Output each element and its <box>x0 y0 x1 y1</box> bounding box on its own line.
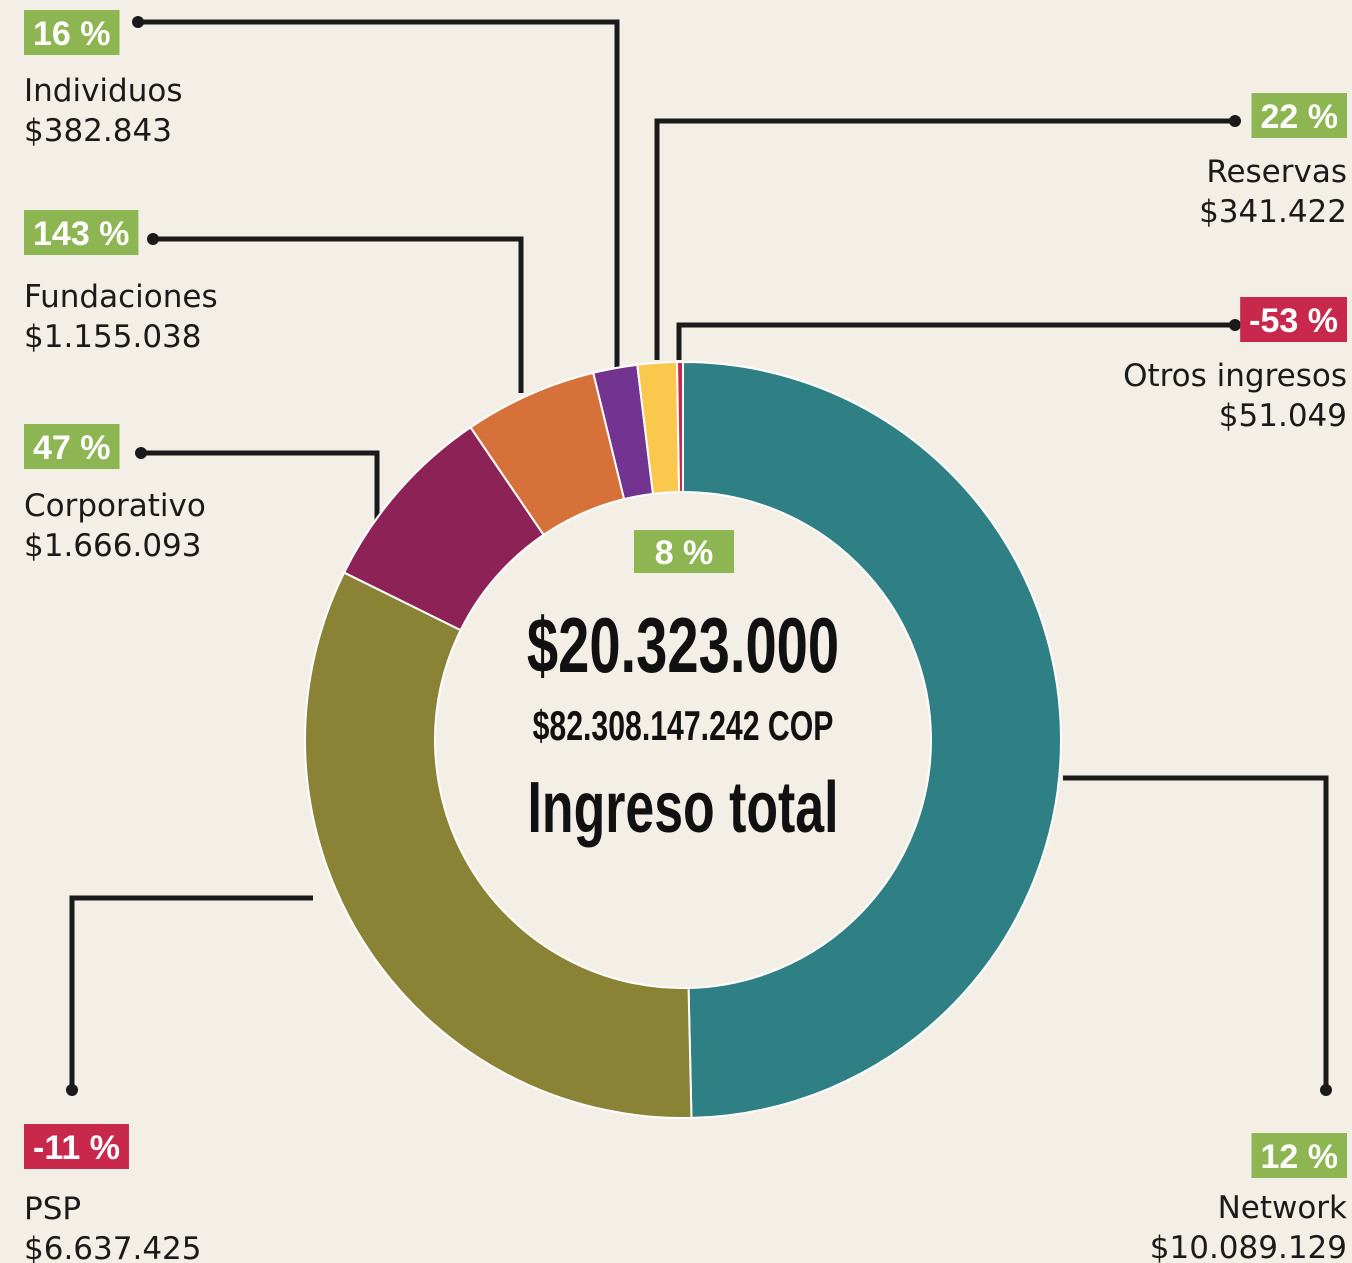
category-name: Fundaciones <box>24 279 218 315</box>
leader-line <box>153 236 524 393</box>
center-title: Ingreso total <box>528 768 839 848</box>
change-badge <box>1240 297 1347 342</box>
leader-dot <box>147 233 159 245</box>
value-label: $1.666.093 <box>24 528 202 564</box>
category-name: Network <box>1218 1190 1347 1226</box>
leader-dot <box>66 1084 78 1096</box>
change-badge <box>24 10 120 55</box>
leader-dot <box>1229 319 1241 331</box>
center-total: $20.323.000 <box>527 602 839 689</box>
change-label: 22 % <box>1261 98 1339 136</box>
value-label: $341.422 <box>1199 194 1347 230</box>
leader-line <box>654 118 1235 360</box>
center-title-group: Ingreso total <box>528 768 839 848</box>
category-name: Corporativo <box>24 488 206 524</box>
category-name: Reservas <box>1206 154 1347 190</box>
leader-dot <box>132 16 144 28</box>
change-label: 12 % <box>1261 1138 1339 1176</box>
donut-segment <box>676 360 684 494</box>
donut-segment <box>304 571 693 1119</box>
change-badge <box>1251 1133 1347 1178</box>
leader-dot <box>1320 1084 1332 1096</box>
category-name: Otros ingresos <box>1123 358 1347 394</box>
change-label: 47 % <box>33 429 111 467</box>
value-label: $51.049 <box>1219 398 1347 434</box>
center-total-cop: $82.308.147.242 COP <box>533 702 834 749</box>
category-name: Individuos <box>24 73 182 109</box>
value-label: $6.637.425 <box>24 1231 202 1263</box>
leader-line <box>138 19 620 368</box>
leader-line <box>676 322 1235 360</box>
change-badge <box>24 210 139 255</box>
change-label: -11 % <box>33 1129 120 1167</box>
value-label: $1.155.038 <box>24 319 202 355</box>
change-badge <box>24 1124 129 1169</box>
center-change-badge <box>634 530 734 573</box>
leader-line <box>1063 775 1329 1090</box>
leader-dot <box>1229 115 1241 127</box>
change-label: 143 % <box>33 215 129 253</box>
donut-segment <box>682 360 1063 1119</box>
leader-line <box>69 895 313 1090</box>
change-label: -53 % <box>1249 302 1338 340</box>
leader-dot <box>135 447 147 459</box>
leader-line <box>141 450 380 522</box>
change-label: 16 % <box>33 15 111 53</box>
center-total-cop-group: $82.308.147.242 COP <box>533 702 834 749</box>
change-badge <box>24 424 120 469</box>
value-label: $10.089.129 <box>1150 1230 1347 1263</box>
value-label: $382.843 <box>24 113 172 149</box>
category-name: PSP <box>24 1191 81 1227</box>
change-badge <box>1251 93 1347 138</box>
center-change-label: 8 % <box>655 534 714 572</box>
center-total-group: $20.323.000 <box>527 602 839 689</box>
